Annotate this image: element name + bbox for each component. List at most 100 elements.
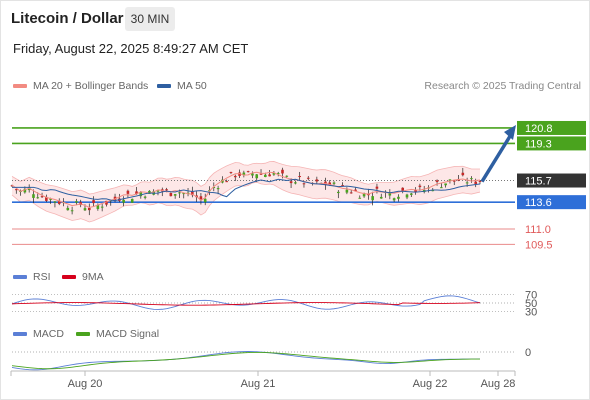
legend-macd: MACD <box>13 328 64 340</box>
candle-body <box>379 196 383 199</box>
level-label-109.5: 109.5 <box>525 239 553 251</box>
level-label-111.0: 111.0 <box>525 224 551 236</box>
candle-body <box>349 192 353 194</box>
candle-body <box>148 190 151 194</box>
macd-line <box>11 351 481 371</box>
macd-zero-label: 0 <box>525 347 531 359</box>
ma50-line <box>12 178 481 202</box>
candle-body <box>285 175 289 177</box>
candle-body <box>229 171 233 173</box>
candle-body <box>251 173 254 176</box>
forecast-arrow-shaft <box>480 132 514 183</box>
candle-body <box>122 199 125 203</box>
candle-body <box>246 171 250 173</box>
candle-body <box>461 172 465 176</box>
candle-body <box>139 192 143 197</box>
bollinger-band <box>12 161 480 222</box>
candle-body <box>345 189 349 193</box>
level-tag-115.7 <box>517 173 586 188</box>
candle-body <box>165 189 168 191</box>
level-tag-119.3 <box>517 136 586 151</box>
candle-body <box>178 192 181 194</box>
level-label-120.8: 120.8 <box>525 123 553 135</box>
candle-body <box>173 194 177 196</box>
candle-body <box>66 207 70 211</box>
candle-body <box>276 173 280 175</box>
candle-body <box>410 193 413 195</box>
candle-body <box>57 200 61 204</box>
forecast-arrow-head-icon <box>504 125 516 140</box>
candle-body <box>225 181 228 183</box>
candle-body <box>401 187 405 192</box>
candle-body <box>440 187 443 189</box>
legend-ma20-label: MA 20 + Bollinger Bands <box>33 80 149 92</box>
candle-body <box>87 207 91 211</box>
candle-body <box>392 198 396 201</box>
candle-body <box>212 186 216 188</box>
candle-body <box>32 194 35 198</box>
instrument-title: Litecoin / Dollar <box>11 10 124 27</box>
candle-body <box>465 182 469 184</box>
rsi-level-label-50: 50 <box>525 298 537 310</box>
x-tick-label: Aug 28 <box>481 378 516 390</box>
candle-body <box>45 196 48 201</box>
candle-body <box>143 196 147 198</box>
legend-9ma: 9MA <box>62 271 104 283</box>
candle-body <box>113 196 117 200</box>
candle-body <box>332 182 336 184</box>
legend-ma20: MA 20 + Bollinger Bands <box>13 80 148 92</box>
candle-body <box>216 188 220 190</box>
candle-body <box>255 174 259 179</box>
x-tick-label: Aug 22 <box>413 378 448 390</box>
timestamp: Friday, August 22, 2025 8:49:27 AM CET <box>13 41 249 56</box>
candle-body <box>233 175 237 178</box>
candle-body <box>156 190 160 192</box>
candle-body <box>49 198 52 200</box>
legend-ma50: MA 50 <box>157 80 207 92</box>
legend-rsi: RSI <box>13 271 51 283</box>
candle-body <box>70 210 74 212</box>
level-tag-113.6 <box>517 195 586 210</box>
candle-body <box>130 198 134 203</box>
rsi-line <box>11 295 481 310</box>
candle-body <box>302 183 306 185</box>
legend-9ma-label: 9MA <box>82 271 104 283</box>
candle-body <box>242 172 246 176</box>
candle-body <box>14 189 18 191</box>
candle-body <box>294 182 297 184</box>
candle-body <box>470 178 473 180</box>
bollinger-lower-line <box>11 181 481 223</box>
candle-body <box>478 180 482 182</box>
candle-body <box>259 173 263 175</box>
candle-body <box>40 196 44 198</box>
candle-body <box>371 196 374 201</box>
candle-body <box>199 196 203 201</box>
candle-body <box>53 201 57 203</box>
candle-body <box>83 208 87 211</box>
candle-body <box>452 180 456 182</box>
candle-body <box>405 194 409 198</box>
candle-body <box>358 197 362 199</box>
legend-macd-label: MACD <box>33 328 64 340</box>
rsi-level-label-30: 30 <box>525 307 537 319</box>
legend-macd-signal-label: MACD Signal <box>96 328 160 340</box>
candle-body <box>36 197 40 199</box>
candle-body <box>362 193 366 197</box>
candle-body <box>388 192 392 196</box>
candle-body <box>337 191 340 194</box>
x-tick-label: Aug 21 <box>241 378 276 390</box>
rsi-level-label-70: 70 <box>525 289 537 301</box>
level-tag-120.8 <box>517 120 586 135</box>
candle-body <box>203 198 207 203</box>
interval-button[interactable]: 30 MIN <box>125 7 175 31</box>
candle-body <box>298 176 301 178</box>
candle-body <box>191 191 194 196</box>
macd-signal-swatch-icon <box>76 332 90 336</box>
candle-body <box>414 189 417 193</box>
ma9-swatch-icon <box>62 275 76 279</box>
candle-body <box>75 201 78 203</box>
candle-body <box>289 181 293 184</box>
rsi-swatch-icon <box>13 275 27 279</box>
candle-body <box>126 190 130 194</box>
